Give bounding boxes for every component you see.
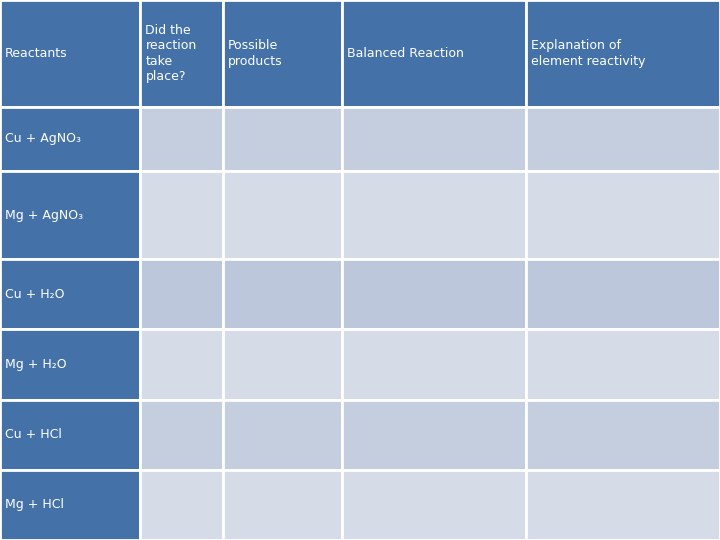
Bar <box>342 0 526 107</box>
Bar <box>140 329 223 400</box>
Text: Mg + AgNO₃: Mg + AgNO₃ <box>5 208 84 221</box>
Bar <box>0 329 140 400</box>
Text: Reactants: Reactants <box>5 47 68 60</box>
Bar <box>0 400 140 470</box>
Bar <box>140 470 223 540</box>
Bar <box>140 171 223 259</box>
Bar <box>140 107 223 171</box>
Bar <box>342 400 526 470</box>
Text: Possible
products: Possible products <box>228 39 283 68</box>
Bar <box>0 259 140 329</box>
Bar <box>526 0 720 107</box>
Bar <box>223 0 342 107</box>
Bar <box>140 259 223 329</box>
Bar <box>342 329 526 400</box>
Text: Did the
reaction
take
place?: Did the reaction take place? <box>145 24 197 83</box>
Text: Cu + HCl: Cu + HCl <box>5 428 62 441</box>
Text: Mg + H₂O: Mg + H₂O <box>5 358 67 371</box>
Text: Mg + HCl: Mg + HCl <box>5 498 64 511</box>
Bar <box>526 107 720 171</box>
Bar <box>223 171 342 259</box>
Bar <box>342 107 526 171</box>
Bar <box>342 470 526 540</box>
Bar <box>140 0 223 107</box>
Bar <box>223 329 342 400</box>
Bar <box>223 259 342 329</box>
Bar <box>0 470 140 540</box>
Bar <box>526 329 720 400</box>
Bar <box>223 470 342 540</box>
Text: Cu + H₂O: Cu + H₂O <box>5 288 65 301</box>
Bar <box>526 259 720 329</box>
Text: Balanced Reaction: Balanced Reaction <box>347 47 464 60</box>
Bar <box>342 171 526 259</box>
Bar <box>0 171 140 259</box>
Bar <box>0 0 140 107</box>
Bar <box>526 470 720 540</box>
Bar <box>342 259 526 329</box>
Bar <box>526 171 720 259</box>
Text: Cu + AgNO₃: Cu + AgNO₃ <box>5 132 81 145</box>
Bar <box>0 107 140 171</box>
Bar <box>140 400 223 470</box>
Bar <box>223 107 342 171</box>
Text: Explanation of
element reactivity: Explanation of element reactivity <box>531 39 645 68</box>
Bar <box>526 400 720 470</box>
Bar <box>223 400 342 470</box>
